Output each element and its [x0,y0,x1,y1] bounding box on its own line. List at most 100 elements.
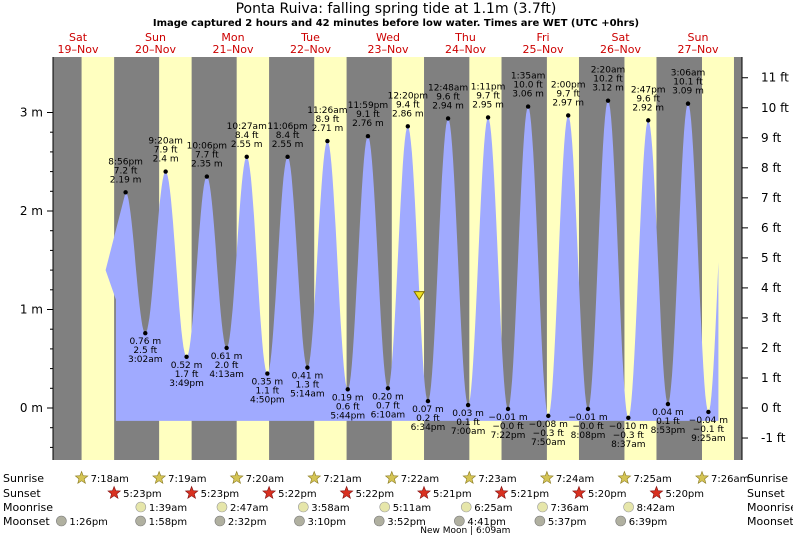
high-label: 10.0 ft [513,81,543,91]
day-date: 25–Nov [523,43,564,56]
low-label: 1.7 ft [175,370,199,380]
tide-point [184,354,189,359]
low-label: −0.0 ft [492,422,524,432]
day-of-week: Sun [145,31,166,44]
low-label: 7:00am [451,427,486,437]
y-right-tick-label: 3 ft [761,311,781,325]
y-left-tick-label: 0 m [20,401,43,415]
sunset-time: 5:23pm [123,489,162,500]
high-label: 8.9 ft [316,115,340,125]
y-right-tick-label: 6 ft [761,221,781,235]
tide-point [123,190,128,195]
day-of-week: Sat [611,31,630,44]
high-label: 2.94 m [432,101,464,111]
low-label: 0.61 m [211,352,243,362]
day-date: 26–Nov [600,43,641,56]
low-label: −0.1 ft [693,425,725,435]
low-label: 6:34pm [411,423,446,433]
tide-point [646,118,651,123]
low-label: −0.01 m [488,413,527,423]
high-label: 10:27am [227,122,267,132]
sunrise-icon [695,470,709,484]
moonset-time: 1:26pm [69,517,108,528]
y-right-tick-label: 9 ft [761,131,781,145]
sunset-icon [262,485,277,499]
day-of-week: Mon [221,31,244,44]
sunrise-time: 7:24am [556,474,594,485]
sunset-icon [107,485,122,499]
sunset-time: 5:21pm [433,489,472,500]
low-label: 1.3 ft [296,381,320,391]
tide-area [105,100,719,421]
moonset-time: 6:39pm [629,517,668,528]
sunset-icon [494,485,509,499]
tide-point [665,401,671,407]
day-of-week: Fri [536,31,549,44]
low-label: 2.5 ft [133,346,157,356]
high-label: 9.1 ft [356,110,380,120]
moonrise-time: 6:25am [474,503,512,514]
sunrise-icon [307,470,322,484]
low-label: 0.6 ft [336,402,360,412]
high-label: 10:06pm [187,142,227,152]
sunrise-time: 7:19am [168,474,206,485]
low-label: −0.10 m [609,422,648,432]
low-label: −0.08 m [529,420,568,430]
y-right-tick-label: 4 ft [761,281,781,295]
high-label: 1:11pm [471,82,506,92]
moonset-time: 1:58pm [149,517,188,528]
day-date: 22–Nov [290,43,331,56]
low-label: 0.07 m [412,405,444,415]
high-label: 2.95 m [472,100,504,110]
moonrise-time: 5:11am [393,503,431,514]
sunrise-icon [617,470,632,484]
high-label: 11:26am [307,106,347,116]
sunset-time: 5:21pm [511,489,550,500]
sunset-icon [339,485,354,499]
sunset-time: 5:20pm [665,489,704,500]
y-left-tick-label: 1 m [20,303,43,317]
tide-point [585,406,591,412]
low-label: 7:50am [531,438,566,448]
tide-point [546,413,551,419]
moonrise-time: 2:47am [230,503,268,514]
tide-point [685,101,691,106]
sunrise-time: 7:21am [323,474,361,485]
sunset-time: 5:20pm [588,489,627,500]
tide-point [143,330,148,336]
y-right-tick-label: 7 ft [761,191,781,205]
moonset-icon [294,515,305,527]
high-label: 2.35 m [191,160,223,170]
tide-point [706,409,711,415]
low-label: 0.35 m [252,378,284,388]
axis-ticks: 0 m 1 m 2 m 3 m -1 ft 0 ft 1 ft 2 ft 3 ft 4 ft 5 f… [20,57,789,460]
high-label: 2.71 m [312,124,344,134]
moonset-time: 4:41pm [467,517,506,528]
high-label: 2.76 m [352,119,384,129]
tide-point [465,402,471,408]
low-label: 7:22pm [491,431,526,441]
high-label: 9:20am [148,137,183,147]
moonrise-icon [460,501,472,513]
low-label: 3:49pm [169,379,204,389]
high-label: 2:20am [591,66,626,76]
sunset-time: 5:22pm [278,489,317,500]
moonrise-icon [216,501,228,513]
moonrise-icon [298,501,309,513]
moonset-icon [56,515,67,527]
low-label: 8:53pm [651,426,686,436]
moonset-time: 2:32pm [228,517,267,528]
moonset-time: 5:37pm [548,517,587,528]
high-label: 11:06pm [267,122,307,132]
sunset-time: 5:22pm [356,489,395,500]
y-right-tick-label: -1 ft [761,431,786,445]
sunrise-icon [74,470,89,484]
high-label: 9.7 ft [556,89,580,99]
high-label: 10.2 ft [593,75,623,85]
low-label: −0.04 m [689,416,728,426]
tide-point [204,174,210,179]
low-label: 0.1 ft [656,417,680,427]
tide-point [285,154,290,160]
low-label: −0.3 ft [613,431,645,441]
sunset-icon [572,485,586,499]
